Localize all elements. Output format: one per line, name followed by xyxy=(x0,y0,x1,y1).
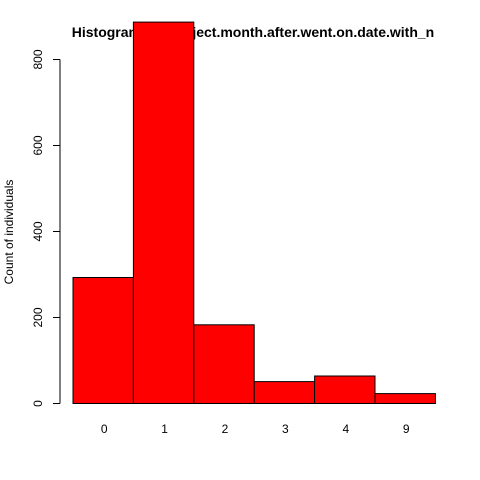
bar-0 xyxy=(72,277,134,404)
bar-2 xyxy=(193,324,255,404)
y-tick-label-800: 800 xyxy=(31,49,45,69)
x-axis-category-labels: 0 1 2 3 4 9 xyxy=(101,422,410,436)
bar-9 xyxy=(374,393,436,405)
bar-3 xyxy=(253,381,316,405)
y-tick-label-400: 400 xyxy=(31,221,45,241)
y-tick-label-0: 0 xyxy=(31,400,45,407)
bar-1 xyxy=(132,21,195,404)
x-category-label-9: 9 xyxy=(403,422,410,436)
y-axis-label: Count of individuals xyxy=(2,180,16,285)
y-tick-label-200: 200 xyxy=(31,307,45,327)
x-category-label-1: 1 xyxy=(161,422,168,436)
x-category-label-0: 0 xyxy=(101,422,108,436)
bars-group xyxy=(72,21,436,405)
x-category-label-4: 4 xyxy=(342,422,349,436)
y-tick-label-600: 600 xyxy=(31,135,45,155)
x-category-label-2: 2 xyxy=(222,422,229,436)
chart-title: Histogram for subject.month.after.went.o… xyxy=(72,24,434,40)
y-axis: 0 200 400 600 800 xyxy=(31,49,61,407)
x-category-label-3: 3 xyxy=(282,422,289,436)
bar-4 xyxy=(314,375,376,404)
